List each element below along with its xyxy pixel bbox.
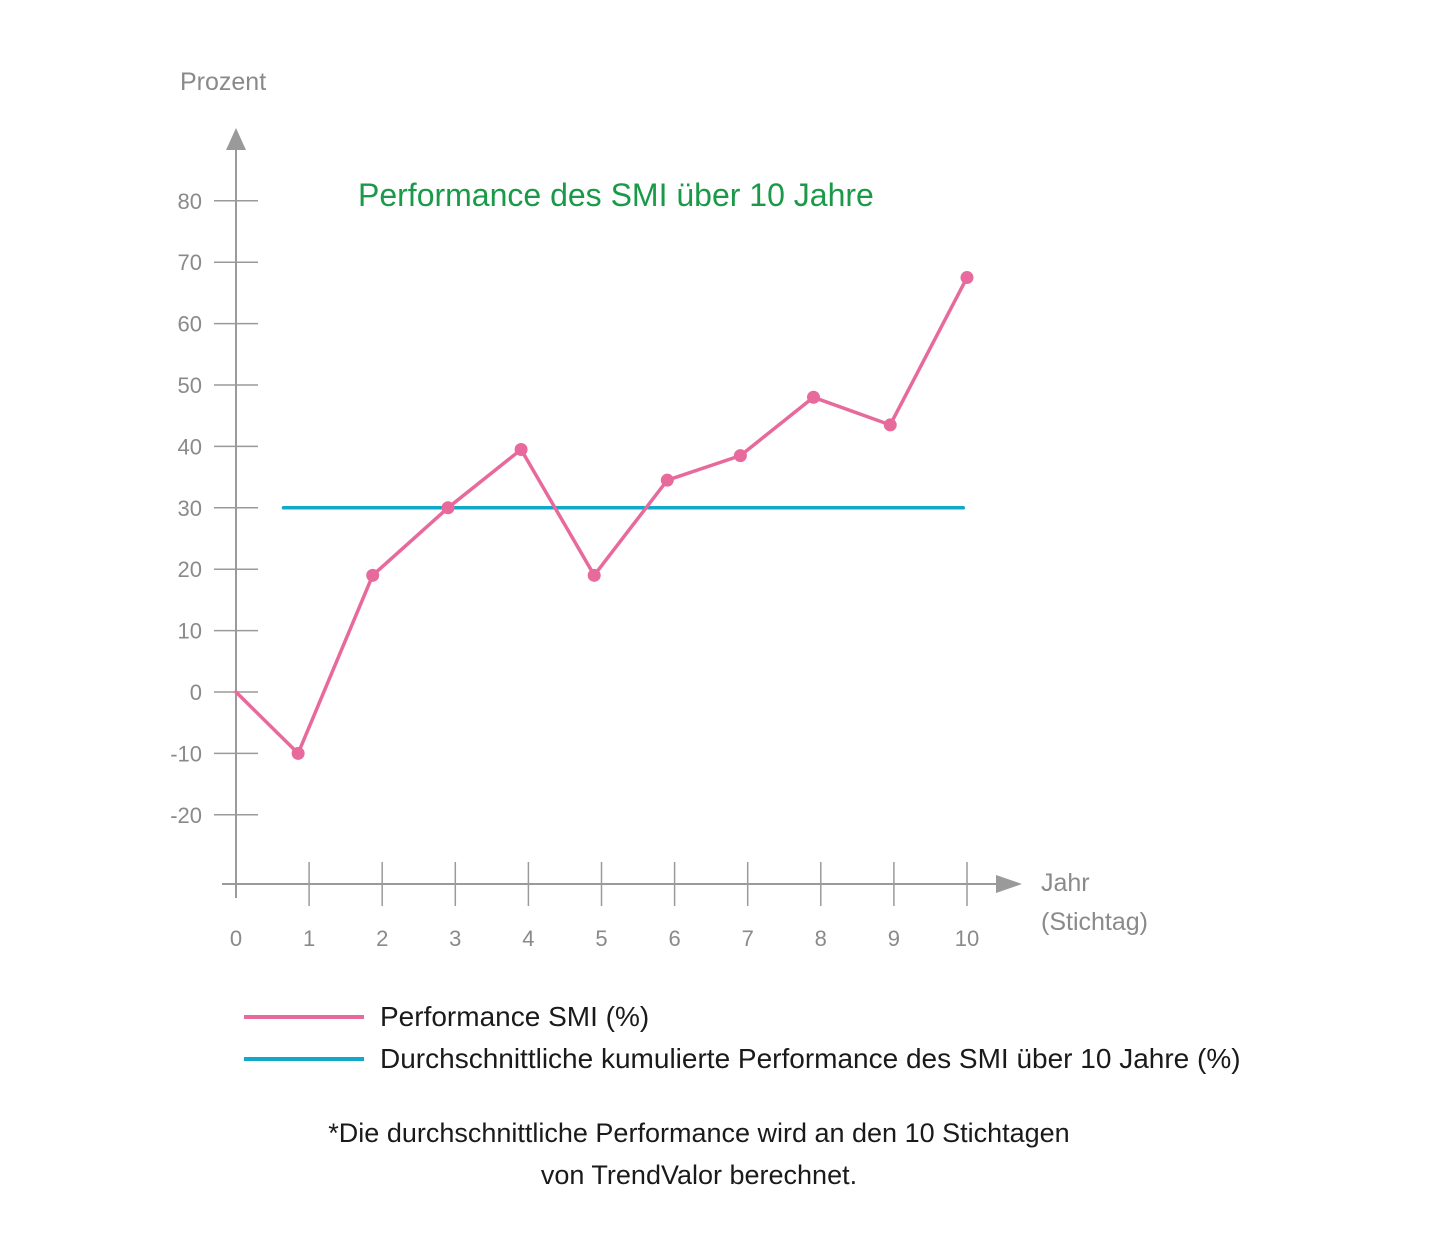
performance-point xyxy=(733,449,747,463)
line-chart: 80 70 60 50 40 30 20 10 0 -10 -20 0 1 2 3 4 5 6 7 8 9 10 Pro… xyxy=(170,68,1148,951)
footnote: *Die durchschnittliche Performance wird … xyxy=(199,1112,1199,1196)
chart-title: Performance des SMI über 10 Jahre xyxy=(358,177,874,213)
x-tick-label: 3 xyxy=(449,926,461,951)
performance-line xyxy=(234,275,969,756)
x-tick-label: 7 xyxy=(742,926,754,951)
y-tick-label: 40 xyxy=(178,434,202,459)
x-tick-label: 4 xyxy=(522,926,534,951)
y-axis-ticks: 80 70 60 50 40 30 20 10 0 -10 -20 xyxy=(170,189,258,828)
x-axis-arrow xyxy=(996,875,1022,893)
x-axis-ticks: 0 1 2 3 4 5 6 7 8 9 10 xyxy=(230,862,979,951)
chart-series xyxy=(234,271,974,760)
y-tick-label: 50 xyxy=(178,373,202,398)
x-tick-label: 10 xyxy=(955,926,979,951)
legend-item-performance: Performance SMI (%) xyxy=(244,996,1241,1038)
y-tick-label: 30 xyxy=(178,496,202,521)
x-tick-label: 9 xyxy=(888,926,900,951)
performance-point xyxy=(806,390,820,404)
footnote-line-1: *Die durchschnittliche Performance wird … xyxy=(328,1118,1070,1148)
y-tick-label: 0 xyxy=(190,680,202,705)
y-tick-label: 70 xyxy=(178,250,202,275)
x-axis-title-line1: Jahr xyxy=(1041,869,1090,897)
footnote-line-2: von TrendValor berechnet. xyxy=(540,1160,858,1190)
y-tick-label: -20 xyxy=(170,803,202,828)
x-tick-label: 5 xyxy=(595,926,607,951)
legend-label-average: Durchschnittliche kumulierte Performance… xyxy=(380,1043,1241,1074)
y-tick-label: -10 xyxy=(170,741,202,766)
legend-item-average: Durchschnittliche kumulierte Performance… xyxy=(244,1038,1241,1080)
x-axis-title-line2: (Stichtag) xyxy=(1041,908,1148,936)
performance-point xyxy=(587,568,601,582)
x-tick-label: 8 xyxy=(815,926,827,951)
chart-axes xyxy=(222,128,1022,898)
performance-point xyxy=(291,746,305,760)
performance-point xyxy=(441,501,455,515)
x-tick-label: 0 xyxy=(230,926,242,951)
y-axis-arrow xyxy=(226,128,246,150)
performance-point xyxy=(514,442,528,456)
x-tick-label: 1 xyxy=(303,926,315,951)
y-tick-label: 10 xyxy=(178,619,202,644)
legend-label-performance: Performance SMI (%) xyxy=(380,1001,650,1032)
y-tick-label: 60 xyxy=(178,312,202,337)
legend-swatch-average xyxy=(244,1057,364,1061)
performance-point xyxy=(366,568,380,582)
y-tick-label: 20 xyxy=(178,557,202,582)
x-tick-label: 2 xyxy=(376,926,388,951)
chart-legend: Performance SMI (%) Durchschnittliche ku… xyxy=(244,996,1241,1080)
performance-point xyxy=(960,271,974,285)
y-tick-label: 80 xyxy=(178,189,202,214)
performance-point xyxy=(883,418,897,432)
performance-point xyxy=(660,473,674,487)
x-tick-label: 6 xyxy=(668,926,680,951)
y-axis-title: Prozent xyxy=(180,68,266,96)
legend-swatch-performance xyxy=(244,1015,364,1019)
